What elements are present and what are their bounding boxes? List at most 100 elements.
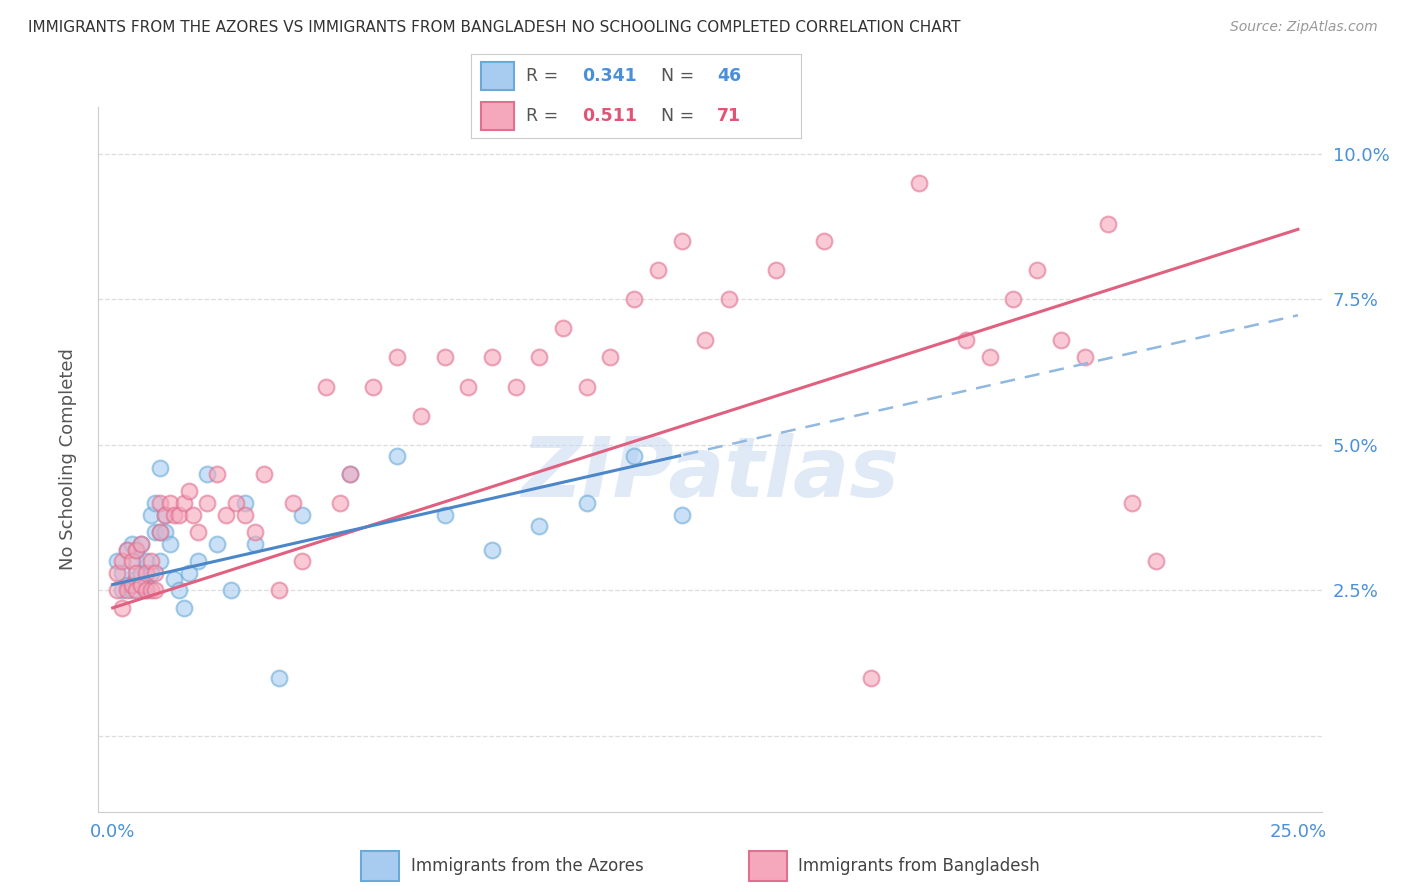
Point [115,542,138,557]
Point [385,450,408,464]
Point [115,542,138,557]
Point [121,583,143,598]
Point [385,351,408,365]
Point [363,379,385,393]
Point [153,525,176,540]
FancyBboxPatch shape [481,102,515,130]
Point [143,583,166,598]
Point [139,583,162,598]
FancyBboxPatch shape [361,851,399,881]
Point [433,508,456,522]
Point [409,409,432,423]
Point [197,467,219,481]
Point [105,554,128,568]
Point [163,572,186,586]
Text: R =: R = [526,107,564,125]
Text: 71: 71 [717,107,741,125]
Point [111,600,134,615]
Point [177,566,200,580]
Point [1050,333,1073,347]
Point [481,542,503,557]
Point [135,583,157,598]
Point [111,583,134,598]
Text: IMMIGRANTS FROM THE AZORES VS IMMIGRANTS FROM BANGLADESH NO SCHOOLING COMPLETED : IMMIGRANTS FROM THE AZORES VS IMMIGRANTS… [28,20,960,35]
Point [481,351,503,365]
Point [149,496,172,510]
Point [115,577,138,591]
Point [129,537,152,551]
Point [291,554,314,568]
Point [235,496,257,510]
Point [215,508,238,522]
Point [149,525,172,540]
Point [125,554,148,568]
Point [339,467,361,481]
Point [111,566,134,580]
Text: Immigrants from Bangladesh: Immigrants from Bangladesh [799,857,1039,875]
Point [205,467,228,481]
Point [125,583,148,598]
Point [197,496,219,510]
Point [623,450,645,464]
Point [1121,496,1143,510]
Point [329,496,352,510]
Point [139,554,162,568]
Point [291,508,314,522]
Point [143,496,166,510]
Text: R =: R = [526,67,564,85]
Point [111,554,134,568]
Y-axis label: No Schooling Completed: No Schooling Completed [59,349,77,570]
Point [575,379,598,393]
Point [143,566,166,580]
Point [225,496,247,510]
Point [143,525,166,540]
Point [173,496,195,510]
Point [153,508,176,522]
Point [105,583,128,598]
Point [159,537,181,551]
FancyBboxPatch shape [481,62,515,90]
Point [139,566,162,580]
Point [167,508,190,522]
Point [163,508,186,522]
Text: ZIPatlas: ZIPatlas [522,433,898,514]
Point [253,467,276,481]
Point [765,263,787,277]
Point [121,577,143,591]
Point [135,566,157,580]
Point [125,572,148,586]
Text: N =: N = [661,107,700,125]
Point [149,525,172,540]
Point [159,496,181,510]
Point [129,577,152,591]
Point [135,554,157,568]
Point [125,566,148,580]
Point [529,351,551,365]
Point [243,525,266,540]
Point [115,583,138,598]
Point [671,508,693,522]
Point [1073,351,1095,365]
Point [121,537,143,551]
Text: 46: 46 [717,67,741,85]
Point [153,508,176,522]
Point [219,583,242,598]
Point [575,496,598,510]
Point [173,600,195,615]
Point [623,292,645,306]
Point [139,508,162,522]
Point [149,461,172,475]
Point [907,176,929,190]
Point [177,484,200,499]
Point [267,671,290,685]
Point [129,566,152,580]
Point [125,542,148,557]
Text: 0.511: 0.511 [582,107,637,125]
Point [235,508,257,522]
Point [979,351,1001,365]
Point [529,519,551,533]
Point [315,379,337,393]
Point [187,554,209,568]
Text: 0.341: 0.341 [582,67,637,85]
Point [505,379,527,393]
